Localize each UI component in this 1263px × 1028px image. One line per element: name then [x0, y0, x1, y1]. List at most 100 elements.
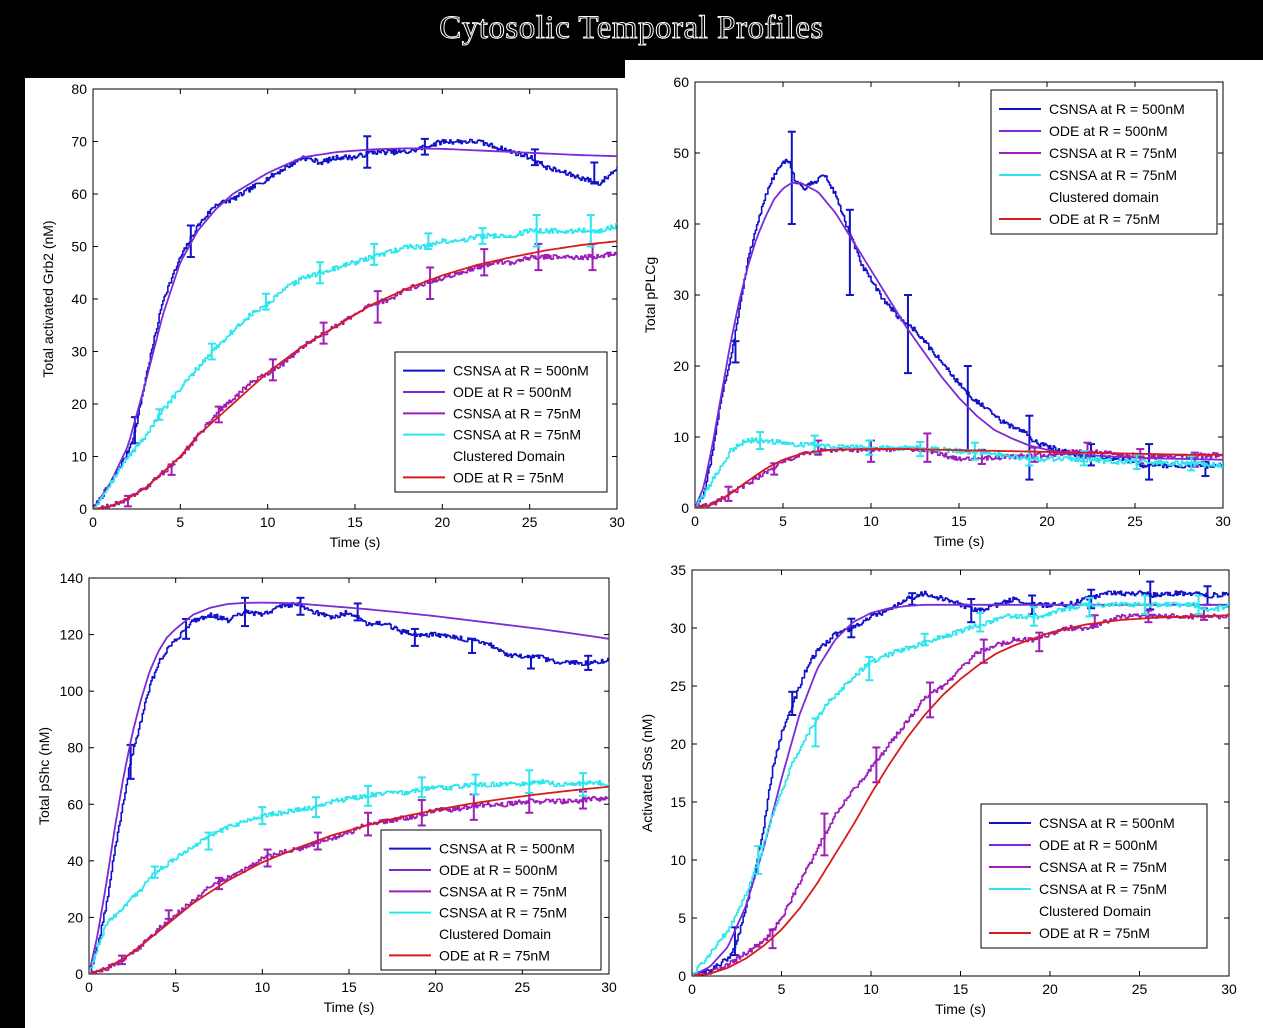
- error-bar: [976, 611, 985, 633]
- y-axis-label: Total pPLCg: [642, 257, 658, 333]
- legend-label: Clustered Domain: [439, 926, 551, 942]
- error-bar: [1029, 606, 1038, 627]
- x-axis-label: Time (s): [330, 534, 381, 550]
- y-axis-label: Total activated Grb2 (nM): [40, 220, 56, 377]
- error-bar: [1187, 455, 1196, 472]
- chart-sos: 0 5 10 15 20 25 30 0 5 10 15 20 25 30 35 Time (s) Activa…: [639, 562, 1237, 1017]
- error-bar: [186, 224, 195, 258]
- chart-panel-grb2: 0 5 10 15 20 25 30 0 10 20 30 40 50 60 70 80 Time (s) Tot…: [25, 78, 625, 553]
- error-bar: [370, 242, 379, 266]
- legend-label: CSNSA at R = 75nM: [453, 427, 581, 443]
- error-bar: [364, 811, 373, 837]
- y-tick-label: 50: [71, 239, 87, 255]
- series-line: [695, 181, 1223, 508]
- error-bar: [480, 248, 489, 277]
- series-line: [692, 590, 1229, 976]
- x-tick-label: 5: [778, 981, 786, 997]
- chart-panel-pplcg: 0 5 10 15 20 25 30 0 10 20 30 40 50 60 Time (s) Total p…: [625, 60, 1263, 555]
- series-group: [692, 580, 1229, 976]
- error-bar: [214, 405, 223, 424]
- legend-label: ODE at R = 75nM: [453, 469, 564, 485]
- series-line: [89, 779, 609, 974]
- legend-label: ODE at R = 500nM: [453, 384, 572, 400]
- error-bar: [363, 135, 372, 169]
- y-tick-label: 60: [673, 74, 689, 90]
- x-axis-label: Time (s): [934, 533, 985, 549]
- error-bar: [845, 208, 854, 296]
- y-tick-label: 0: [678, 968, 686, 984]
- legend-label: ODE at R = 500nM: [439, 862, 558, 878]
- y-tick-label: 70: [71, 134, 87, 150]
- chart-grb2: 0 5 10 15 20 25 30 0 10 20 30 40 50 60 70 80 Time (s) Tot…: [40, 81, 625, 550]
- error-bar: [530, 148, 539, 167]
- error-bar: [258, 806, 267, 826]
- legend-label: CSNSA at R = 500nM: [439, 841, 575, 857]
- error-bar: [420, 137, 429, 156]
- series-line: [692, 614, 1229, 976]
- legend-label: CSNSA at R = 75nM: [1039, 859, 1167, 875]
- error-bar: [865, 656, 874, 682]
- x-tick-label: 0: [688, 981, 696, 997]
- series-line: [93, 240, 617, 509]
- error-bar: [525, 769, 534, 794]
- legend-label: CSNSA at R = 75nM: [439, 905, 567, 921]
- legend-label: CSNSA at R = 500nM: [1039, 815, 1175, 831]
- y-tick-label: 40: [67, 853, 83, 869]
- error-bar: [532, 214, 541, 248]
- y-tick-label: 0: [75, 966, 83, 982]
- error-bar: [471, 773, 480, 796]
- y-axis-label: Activated Sos (nM): [639, 714, 655, 832]
- x-tick-label: 15: [951, 513, 967, 529]
- error-bar: [865, 439, 874, 456]
- x-tick-label: 20: [428, 979, 444, 995]
- y-tick-label: 50: [673, 145, 689, 161]
- x-tick-label: 0: [85, 979, 93, 995]
- y-tick-label: 80: [67, 740, 83, 756]
- error-bar: [579, 772, 587, 797]
- legend-label: Clustered Domain: [1039, 903, 1151, 919]
- legend-label: ODE at R = 500nM: [1049, 123, 1168, 139]
- error-bar: [478, 227, 487, 245]
- legend-box: [990, 89, 1218, 235]
- series-group: [89, 596, 609, 974]
- y-tick-label: 60: [71, 186, 87, 202]
- x-tick-label: 0: [691, 513, 699, 529]
- error-bar: [204, 831, 213, 851]
- x-tick-label: 30: [609, 514, 625, 530]
- y-tick-label: 35: [670, 562, 686, 578]
- legend-label: Clustered Domain: [453, 448, 565, 464]
- legend-label: ODE at R = 75nM: [439, 947, 550, 963]
- x-tick-label: 10: [255, 979, 271, 995]
- x-tick-label: 30: [1221, 981, 1237, 997]
- x-tick-label: 25: [515, 979, 531, 995]
- x-tick-label: 0: [89, 514, 97, 530]
- y-tick-label: 140: [60, 570, 84, 586]
- series-group: [695, 130, 1223, 508]
- y-tick-label: 0: [681, 500, 689, 516]
- x-tick-label: 15: [347, 514, 363, 530]
- error-bar: [1090, 614, 1099, 628]
- x-tick-label: 25: [1127, 513, 1143, 529]
- error-bar: [410, 627, 419, 647]
- legend-label: CSNSA at R = 500nM: [453, 363, 589, 379]
- y-tick-label: 40: [71, 291, 87, 307]
- x-tick-label: 5: [779, 513, 787, 529]
- x-tick-label: 5: [176, 514, 184, 530]
- error-bar: [724, 485, 733, 502]
- y-tick-label: 10: [670, 852, 686, 868]
- y-tick-label: 120: [60, 627, 84, 643]
- y-tick-label: 25: [670, 678, 686, 694]
- y-tick-label: 30: [71, 344, 87, 360]
- y-tick-label: 60: [67, 796, 83, 812]
- error-bar: [1085, 596, 1094, 618]
- x-tick-label: 15: [953, 981, 969, 997]
- legend-label: ODE at R = 75nM: [1039, 925, 1150, 941]
- series-line: [89, 601, 609, 974]
- legend-label: CSNSA at R = 75nM: [439, 883, 567, 899]
- series-line: [93, 223, 617, 509]
- error-bar: [1145, 443, 1154, 481]
- series-line: [695, 448, 1223, 508]
- error-bar: [731, 340, 740, 364]
- legend-label: Clustered domain: [1049, 189, 1159, 205]
- y-tick-label: 10: [673, 429, 689, 445]
